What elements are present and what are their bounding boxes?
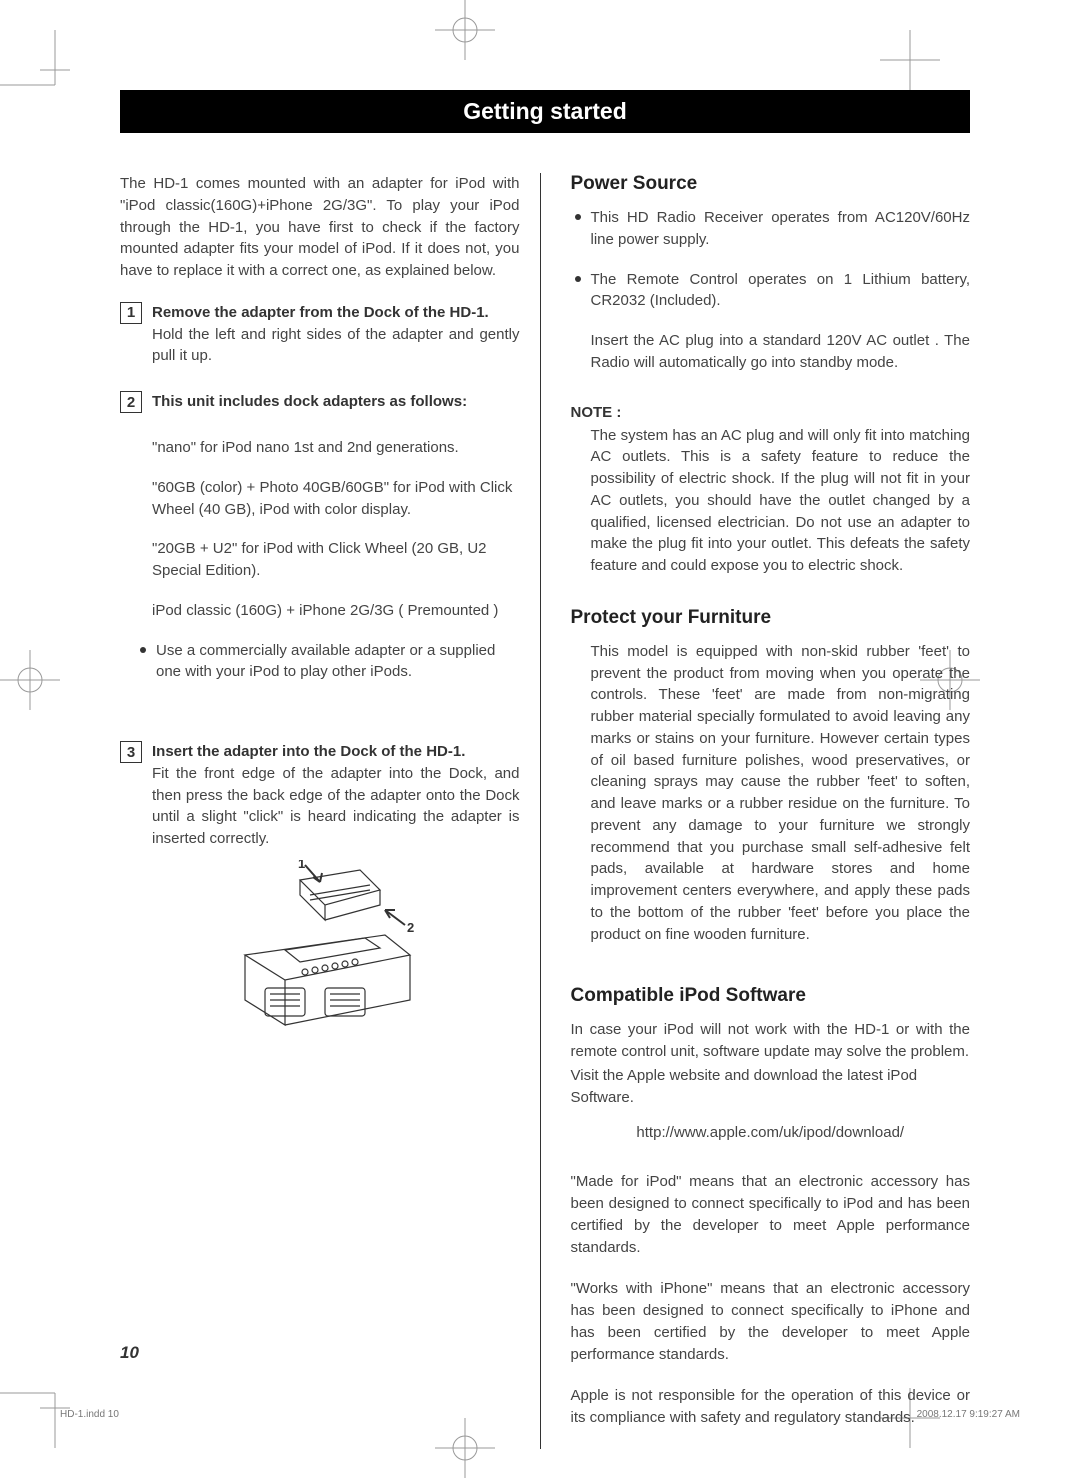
protect-heading: Protect your Furniture	[571, 607, 971, 629]
adapter-item: "60GB (color) + Photo 40GB/60GB" for iPo…	[152, 477, 520, 521]
footer-left: HD-1.indd 10	[60, 1409, 119, 1420]
step-1-title: Remove the adapter from the Dock of the …	[152, 302, 520, 324]
note-label: NOTE :	[571, 404, 971, 421]
compat-p5: Apple is not responsible for the operati…	[571, 1385, 971, 1429]
step-1-body: Hold the left and right sides of the ada…	[152, 324, 520, 368]
bullet-icon	[575, 214, 581, 220]
svg-text:1: 1	[298, 860, 305, 871]
compat-url: http://www.apple.com/uk/ipod/download/	[571, 1124, 971, 1141]
crop-mark-tc	[435, 0, 495, 60]
intro-paragraph: The HD-1 comes mounted with an adapter f…	[120, 173, 520, 282]
crop-mark-tl	[0, 30, 80, 110]
page-number: 10	[120, 1343, 139, 1363]
power-bullet-1: This HD Radio Receiver operates from AC1…	[575, 207, 971, 251]
crop-mark-ml	[0, 650, 80, 710]
step-number-box: 3	[120, 741, 142, 763]
compat-heading: Compatible iPod Software	[571, 985, 971, 1007]
right-column: Power Source This HD Radio Receiver oper…	[571, 173, 971, 1449]
crop-mark-tr	[880, 30, 940, 90]
svg-text:2: 2	[407, 920, 414, 935]
adapter-extra: Use a commercially available adapter or …	[140, 640, 520, 684]
footer-right: 2008.12.17 9:19:27 AM	[917, 1409, 1020, 1420]
bullet-icon	[140, 647, 146, 653]
step-3: 3 Insert the adapter into the Dock of th…	[120, 741, 520, 850]
step-number-box: 2	[120, 391, 142, 413]
compat-p2: Visit the Apple website and download the…	[571, 1065, 971, 1109]
step-2: 2 This unit includes dock adapters as fo…	[120, 391, 520, 413]
power-source-heading: Power Source	[571, 173, 971, 195]
step-number-box: 1	[120, 302, 142, 324]
compat-p3: "Made for iPod" means that an electronic…	[571, 1171, 971, 1258]
power-bullet-2: The Remote Control operates on 1 Lithium…	[575, 269, 971, 313]
adapter-item: iPod classic (160G) + iPhone 2G/3G ( Pre…	[152, 600, 520, 622]
step-3-body: Fit the front edge of the adapter into t…	[152, 763, 520, 850]
adapter-item: "20GB + U2" for iPod with Click Wheel (2…	[152, 538, 520, 582]
adapter-item: "nano" for iPod nano 1st and 2nd generat…	[152, 437, 520, 459]
power-body: Insert the AC plug into a standard 120V …	[591, 330, 971, 374]
step-2-title: This unit includes dock adapters as foll…	[152, 391, 467, 413]
adapter-extra-text: Use a commercially available adapter or …	[156, 640, 520, 684]
bullet-icon	[575, 276, 581, 282]
compat-p4: "Works with iPhone" means that an electr…	[571, 1278, 971, 1365]
dock-illustration: 1 2	[210, 860, 430, 1090]
protect-body: This model is equipped with non-skid rub…	[591, 641, 971, 946]
left-column: The HD-1 comes mounted with an adapter f…	[120, 173, 541, 1449]
step-3-title: Insert the adapter into the Dock of the …	[152, 741, 520, 763]
crop-mark-bl	[0, 1368, 80, 1448]
note-body: The system has an AC plug and will only …	[591, 425, 971, 577]
page-title-bar: Getting started	[120, 90, 970, 133]
compat-p1: In case your iPod will not work with the…	[571, 1019, 971, 1063]
step-1: 1 Remove the adapter from the Dock of th…	[120, 302, 520, 367]
